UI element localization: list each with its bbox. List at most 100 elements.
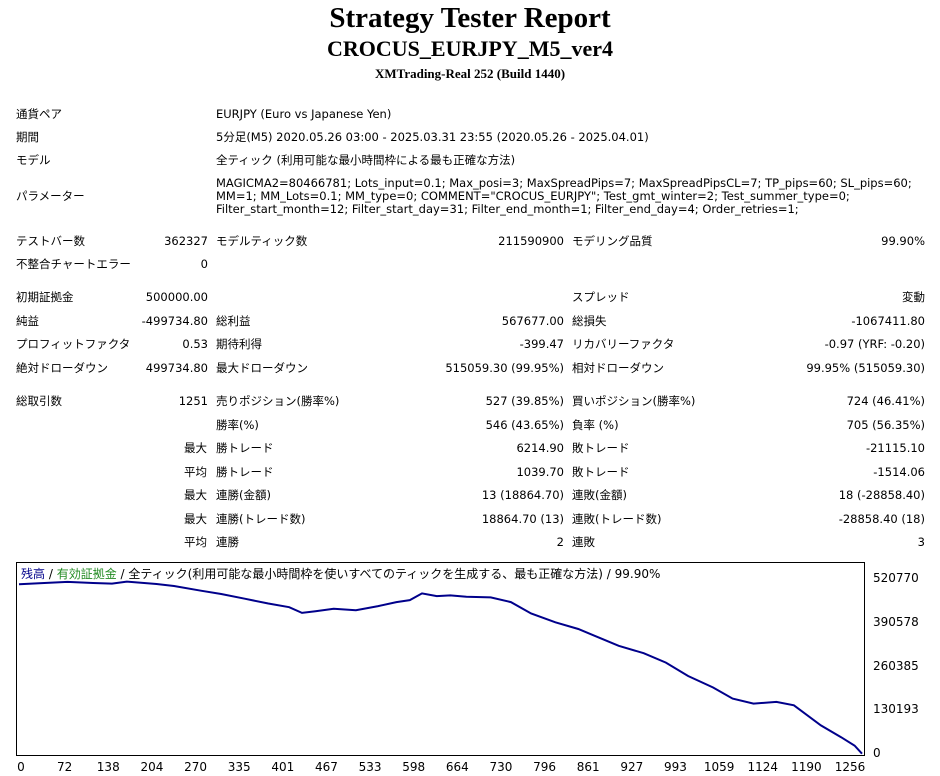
short-value: 527 (39.85%) (485, 394, 564, 408)
legend-balance: 残高 (21, 567, 46, 581)
y-tick-label: 520770 (873, 571, 919, 585)
max-win-label: 勝トレード (216, 441, 274, 455)
avg-win-label: 勝トレード (216, 465, 274, 479)
legend-sep-1: / (45, 567, 57, 581)
x-tick-label: 533 (358, 760, 382, 774)
quality-value: 99.90% (881, 234, 925, 248)
avg-win-value: 1039.70 (516, 465, 564, 479)
gross-profit-label: 総利益 (216, 314, 251, 328)
x-tick-label: 664 (445, 760, 469, 774)
x-tick-label: 335 (227, 760, 251, 774)
x-tick-label: 796 (533, 760, 557, 774)
max-dd-label: 最大ドローダウン (216, 361, 308, 375)
max-dd-value: 515059.30 (99.95%) (445, 361, 564, 375)
x-tick-label: 993 (664, 760, 687, 774)
consec-win-value: 13 (18864.70) (481, 488, 564, 502)
avg-consec-win-value: 2 (556, 535, 564, 549)
mismatch-label: 不整合チャートエラー (16, 257, 131, 271)
rel-dd-value: 99.95% (515059.30) (806, 361, 925, 375)
params-value: MAGICMA2=80466781; Lots_input=0.1; Max_p… (216, 176, 912, 216)
abs-dd-value: 499734.80 (145, 361, 208, 375)
x-tick-label: 927 (620, 760, 644, 774)
max-loss-value: -21115.10 (865, 441, 925, 455)
x-tick-label: 204 (140, 760, 164, 774)
report-subtitle: CROCUS_EURJPY_M5_ver4 (327, 36, 613, 61)
pair-value: EURJPY (Euro vs Japanese Yen) (216, 107, 392, 121)
x-tick-label: 861 (576, 760, 600, 774)
x-tick-label: 1256 (834, 760, 866, 774)
x-tick-label: 72 (56, 760, 73, 774)
max-loss-label: 敗トレード (572, 441, 630, 455)
avg-consec-win-label: 連勝 (216, 535, 239, 549)
trades-value: 1251 (178, 394, 208, 408)
x-tick-label: 401 (271, 760, 295, 774)
x-tick-label: 1124 (747, 760, 779, 774)
chart-plot-area (18, 580, 863, 755)
consec-loss-label: 連敗(金額) (572, 488, 627, 502)
consec-win-label: 連勝(金額) (216, 488, 271, 502)
long-value: 724 (46.41%) (846, 394, 925, 408)
quality-label: モデリング品質 (572, 234, 653, 248)
y-tick-label: 260385 (873, 658, 919, 673)
x-tick-label: 270 (184, 760, 207, 774)
y-tick-label: 390578 (873, 614, 919, 629)
lossrate-label: 負率 (%) (572, 418, 619, 432)
server-info: XMTrading-Real 252 (Build 1440) (374, 66, 566, 81)
chart-legend: 残高 / 有効証拠金 / 全ティック(利用可能な最小時間枠を使いすべてのティック… (21, 565, 660, 582)
report-title: Strategy Tester Report (329, 2, 611, 34)
legend-equity: 有効証拠金 (56, 567, 117, 581)
gross-loss-label: 総損失 (572, 314, 607, 328)
lossrate-value: 705 (56.35%) (846, 418, 925, 432)
bars-label: テストバー数 (16, 234, 85, 248)
avg-loss-label: 敗トレード (572, 465, 630, 479)
avg-prefix-1: 平均 (184, 465, 207, 479)
consec-profit-value: 18864.70 (13) (481, 512, 564, 526)
net-label: 純益 (16, 314, 39, 328)
max-prefix-3: 最大 (184, 512, 207, 526)
deposit-value: 500000.00 (145, 290, 208, 304)
ticks-label: モデルティック数 (216, 234, 308, 248)
expected-label: 期待利得 (216, 337, 262, 351)
x-tick-label: 138 (96, 760, 120, 774)
max-prefix-1: 最大 (184, 441, 207, 455)
balance-chart (16, 562, 865, 756)
legend-sep-2: / (116, 567, 129, 581)
x-tick-label: 1190 (791, 760, 822, 774)
ticks-value: 211590900 (498, 234, 564, 248)
consec-lossamt-value: -28858.40 (18) (838, 512, 925, 526)
gross-profit-value: 567677.00 (501, 314, 564, 328)
x-tick-label: 1059 (703, 760, 735, 774)
deposit-label: 初期証拠金 (16, 290, 74, 304)
recovery-value: -0.97 (YRF: -0.20) (824, 337, 925, 351)
spread-label: スプレッド (572, 290, 630, 304)
pf-value: 0.53 (182, 337, 208, 351)
pair-label: 通貨ペア (16, 107, 62, 121)
max-prefix-2: 最大 (184, 488, 207, 502)
consec-loss-value: 18 (-28858.40) (838, 488, 925, 502)
period-value: 5分足(M5) 2020.05.26 03:00 - 2025.03.31 23… (216, 130, 649, 144)
period-label: 期間 (16, 130, 39, 144)
short-label: 売りポジション(勝率%) (216, 394, 340, 408)
gross-loss-value: -1067411.80 (851, 314, 925, 328)
bars-value: 362327 (164, 234, 208, 248)
avg-consec-loss-value: 3 (917, 535, 925, 549)
pf-label: プロフィットファクタ (16, 337, 131, 351)
net-value: -499734.80 (141, 314, 208, 328)
x-tick-label: 0 (17, 760, 25, 774)
spread-value: 変動 (902, 290, 925, 304)
model-value: 全ティック (利用可能な最小時間枠による最も正確な方法) (216, 153, 516, 167)
balance-line-0 (18, 580, 863, 755)
consec-profit-label: 連勝(トレード数) (216, 512, 306, 526)
recovery-label: リカバリーファクタ (572, 337, 675, 351)
avg-loss-value: -1514.06 (873, 465, 925, 479)
x-tick-label: 467 (314, 760, 338, 774)
rel-dd-label: 相対ドローダウン (572, 361, 664, 375)
y-tick-label: 0 (873, 746, 881, 760)
x-tick-label: 730 (489, 760, 513, 774)
mismatch-value: 0 (200, 257, 208, 271)
expected-value: -399.47 (519, 337, 564, 351)
x-tick-label: 598 (402, 760, 426, 774)
legend-description: 全ティック(利用可能な最小時間枠を使いすべてのティックを生成する、最も正確な方法… (128, 567, 661, 581)
winrate-value: 546 (43.65%) (485, 418, 564, 432)
trades-label: 総取引数 (16, 394, 62, 408)
